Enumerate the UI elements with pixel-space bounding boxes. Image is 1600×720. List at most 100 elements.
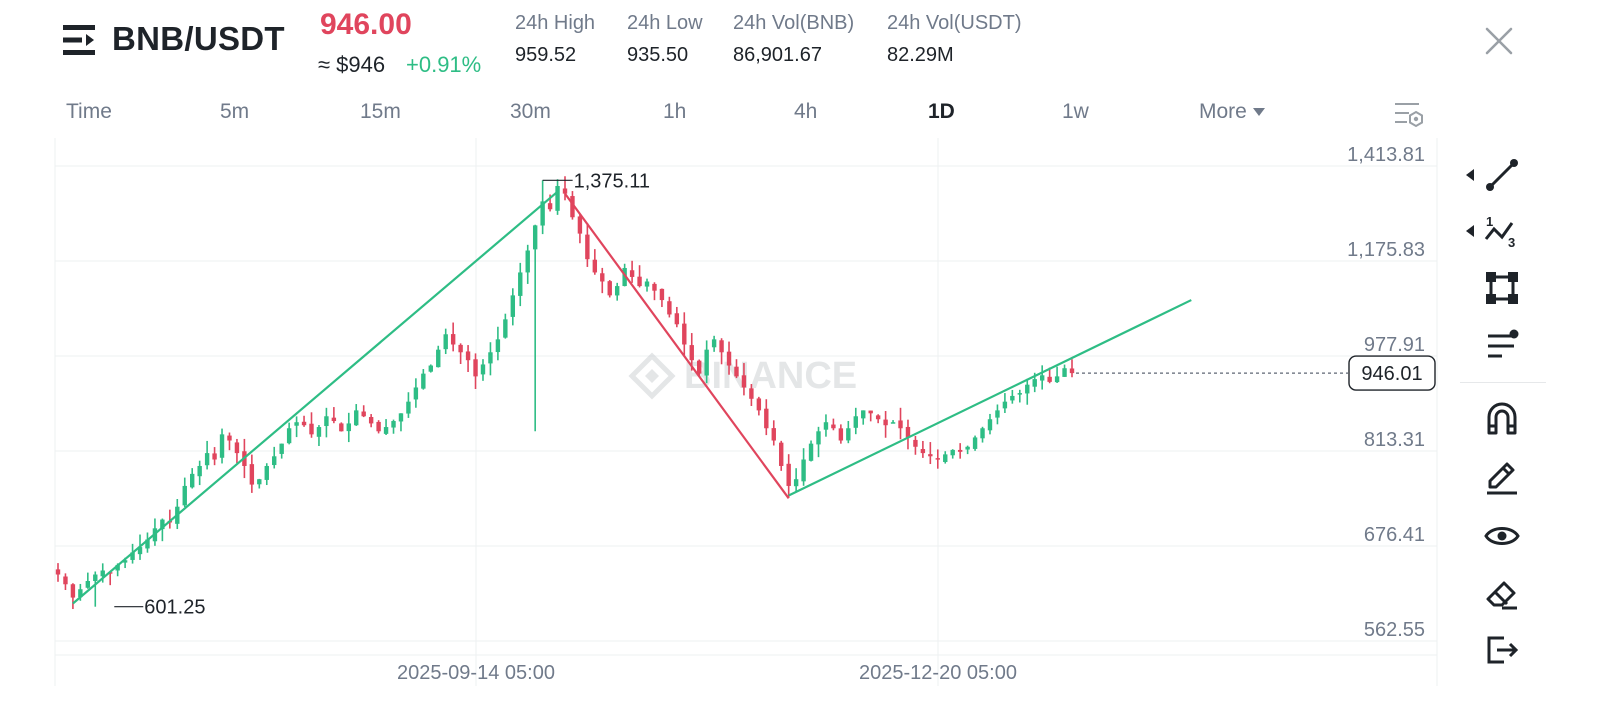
candle-body: [741, 375, 747, 388]
trend-line[interactable]: [72, 190, 559, 605]
candle-body: [264, 465, 269, 480]
stat-label: 24h High: [515, 12, 596, 34]
exit-icon[interactable]: [1484, 632, 1520, 668]
fibonacci-icon[interactable]: 1 3: [1484, 213, 1520, 249]
candle-body: [726, 351, 732, 366]
candle-body: [63, 576, 68, 585]
tab-5m[interactable]: 5m: [220, 100, 250, 123]
price-tick-label: 562.55: [1364, 619, 1425, 641]
candle-body: [309, 423, 314, 435]
candle-body: [331, 417, 337, 422]
svg-text:3: 3: [1508, 235, 1515, 249]
candle-body: [279, 443, 284, 454]
tab-4h[interactable]: 4h: [794, 100, 818, 123]
candle-body: [771, 428, 776, 441]
candle-body: [495, 339, 501, 353]
toolbar-divider: [1460, 382, 1546, 383]
candle-body: [846, 428, 851, 441]
candle-body: [1039, 375, 1045, 381]
candle-body: [137, 547, 143, 555]
candle-body: [808, 443, 814, 461]
stat-24h-vol-bnb: 24h Vol(BNB) 86,901.67: [733, 12, 854, 67]
candle-body: [406, 401, 411, 414]
candle-body: [398, 413, 404, 422]
candle-body: [957, 449, 963, 452]
candlestick-chart[interactable]: BINANCE 1,375.11 601.25 1,413.81 1,175.83 9…: [0, 138, 1460, 690]
candle-body: [555, 186, 560, 211]
candle-body: [450, 334, 456, 345]
trend-lines[interactable]: [72, 190, 1192, 605]
candle-body: [697, 360, 702, 374]
close-icon[interactable]: [1483, 25, 1515, 57]
candle-body: [890, 422, 896, 424]
candle-body: [622, 267, 627, 287]
candle-body: [443, 334, 448, 350]
tab-1h[interactable]: 1h: [663, 100, 687, 123]
candle-body: [190, 473, 195, 488]
candle-body: [249, 464, 255, 485]
candle-body: [100, 570, 105, 577]
chart-settings-icon[interactable]: [1393, 100, 1425, 130]
candle-body: [950, 449, 955, 456]
candle-body: [294, 422, 299, 426]
candle-body: [667, 301, 672, 315]
candle-body: [1017, 393, 1023, 395]
rectangle-icon[interactable]: [1484, 270, 1520, 306]
date-tick-label: 2025-12-20 05:00: [859, 662, 1017, 684]
chart-annotations: 1,375.11 601.25: [114, 170, 650, 619]
candles: [55, 176, 1075, 610]
eye-icon[interactable]: [1484, 518, 1520, 554]
candle-body: [928, 454, 933, 457]
stat-label: 24h Vol(USDT): [887, 12, 1022, 34]
trend-line[interactable]: [788, 299, 1192, 497]
pair-name[interactable]: BNB/USDT: [112, 20, 285, 57]
price-tick-label: 977.91: [1364, 334, 1425, 356]
candle-body: [473, 359, 478, 377]
tab-15m[interactable]: 15m: [360, 100, 401, 123]
candle-body: [629, 270, 635, 277]
tab-30m[interactable]: 30m: [510, 100, 551, 123]
tab-1w[interactable]: 1w: [1062, 100, 1089, 123]
candle-body: [898, 420, 903, 429]
tab-time[interactable]: Time: [66, 100, 112, 123]
magnet-icon[interactable]: [1484, 400, 1520, 436]
stat-value: 86,901.67: [733, 44, 822, 66]
candle-body: [1032, 379, 1037, 387]
candle-body: [1062, 368, 1067, 377]
trend-line-icon[interactable]: [1484, 157, 1520, 193]
tab-more[interactable]: More: [1199, 100, 1265, 124]
candle-body: [801, 459, 806, 482]
binance-watermark: BINANCE: [628, 352, 857, 400]
pencil-icon[interactable]: [1484, 460, 1520, 496]
stat-value: 959.52: [515, 44, 577, 66]
candle-body: [816, 431, 821, 445]
candle-body: [122, 560, 128, 563]
candle-body: [503, 319, 508, 338]
chart-grid: [54, 138, 1438, 686]
period-low-label: 601.25: [144, 597, 205, 619]
price-tick-label: 813.31: [1364, 429, 1425, 451]
candle-body: [324, 416, 329, 427]
candle-body: [115, 564, 120, 571]
candle-body: [853, 416, 858, 428]
candle-body: [540, 201, 545, 226]
tool-expand-caret[interactable]: [1466, 225, 1474, 237]
candle-body: [674, 313, 680, 325]
trend-line[interactable]: [564, 192, 790, 499]
candle-body: [78, 589, 83, 598]
candle-body: [234, 442, 240, 454]
candle-body: [689, 345, 694, 361]
drawing-toolbar: 1 3: [1456, 150, 1546, 680]
pair-menu-icon[interactable]: [63, 24, 97, 56]
candle-body: [219, 434, 225, 458]
eraser-icon[interactable]: [1484, 575, 1520, 611]
candle-body: [920, 449, 926, 454]
candle-body: [145, 539, 150, 549]
candle-body: [257, 479, 262, 485]
tab-1d[interactable]: 1D: [928, 100, 955, 123]
current-price-tag[interactable]: [1348, 355, 1436, 391]
indicator-icon[interactable]: [1484, 327, 1520, 363]
tool-expand-caret[interactable]: [1466, 169, 1474, 181]
stat-24h-low: 24h Low 935.50: [627, 12, 703, 67]
candle-body: [272, 456, 277, 466]
